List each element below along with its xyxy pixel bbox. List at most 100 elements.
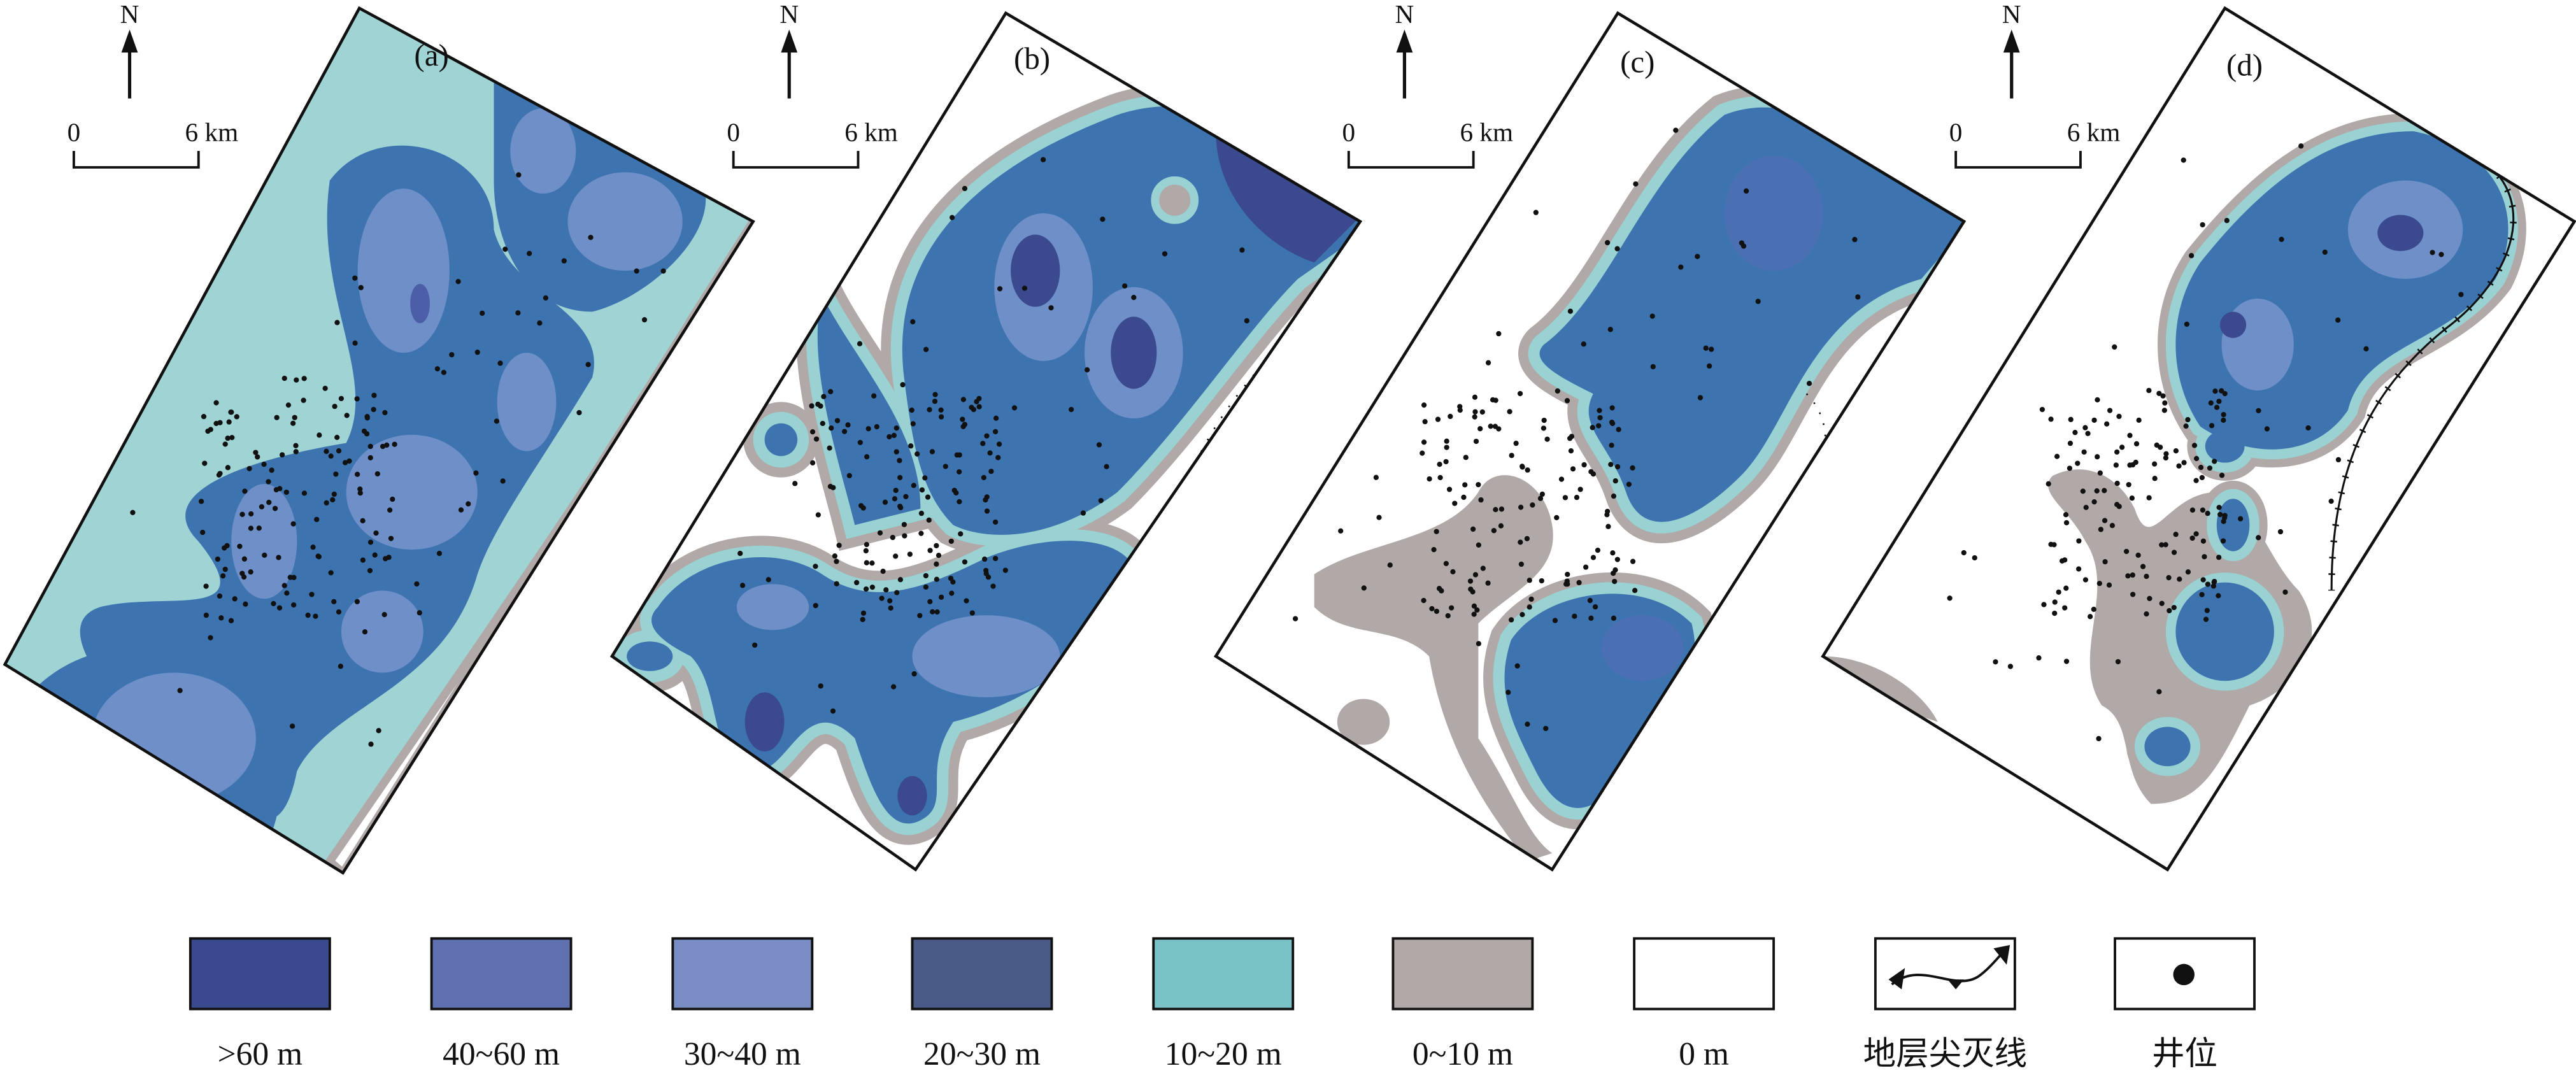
well-point (887, 598, 893, 604)
well-point (201, 414, 207, 420)
well-point (2256, 535, 2261, 541)
well-point (1472, 394, 1478, 400)
scale-end: 6 km (844, 118, 898, 147)
scale-bar (732, 151, 860, 169)
well-point (2080, 488, 2086, 494)
well-point (200, 529, 206, 536)
well-point (315, 553, 321, 559)
well-point (929, 449, 936, 455)
well-point (301, 490, 308, 496)
well-point (1450, 569, 1456, 575)
well-point (2075, 460, 2081, 466)
well-point (1614, 464, 1621, 470)
well-point (2102, 518, 2108, 523)
well-symbol (2173, 963, 2195, 986)
well-point (962, 422, 968, 427)
well-point (1608, 462, 1614, 467)
well-point (1471, 611, 1477, 617)
well-point (934, 561, 939, 567)
well-point (331, 491, 337, 497)
well-point (1572, 613, 1577, 619)
well-point (974, 399, 979, 404)
well-point (2041, 602, 2047, 608)
well-point (923, 584, 929, 590)
well-point (984, 433, 990, 439)
well-point (283, 489, 289, 495)
well-point (1609, 443, 1614, 448)
well-point (2279, 236, 2284, 243)
well-point (1678, 264, 1684, 270)
well-point (949, 590, 955, 596)
well-point (2328, 498, 2334, 504)
well-point (926, 517, 932, 523)
well-point (877, 530, 883, 536)
well-point (2171, 604, 2177, 611)
well-point (2130, 572, 2135, 578)
well-point (281, 583, 287, 588)
well-point (893, 449, 899, 455)
well-point (864, 542, 869, 548)
well-point (1448, 605, 1455, 611)
well-point (434, 366, 440, 372)
well-point (1961, 550, 1967, 556)
well-point (1576, 579, 1582, 586)
well-point (256, 525, 262, 531)
well-point (1626, 481, 1632, 487)
north-label: N (2002, 0, 2021, 29)
well-point (301, 376, 307, 381)
well-point (2216, 399, 2222, 404)
well-point (328, 570, 334, 576)
legend-label: 0 m (1679, 1036, 1729, 1072)
well-point (910, 319, 916, 325)
well-point (938, 407, 944, 413)
well-point (473, 470, 479, 476)
scale-start: 0 (1342, 118, 1356, 147)
well-point (1743, 188, 1749, 194)
well-point (1387, 562, 1393, 568)
well-point (2104, 421, 2110, 427)
well-point (285, 402, 292, 408)
well-point (2430, 250, 2435, 255)
well-point (2166, 575, 2172, 581)
well-point (911, 483, 916, 488)
north-arrow-head (121, 29, 138, 53)
well-point (561, 258, 567, 264)
well-point (2102, 559, 2108, 565)
well-point (388, 536, 394, 541)
well-point (1421, 439, 1427, 445)
well-point (2305, 425, 2311, 431)
well-point (2212, 458, 2217, 464)
well-point (1457, 404, 1463, 409)
well-point (330, 497, 336, 502)
well-point (2146, 388, 2152, 394)
compass-scale: N 0 6 km (68, 0, 238, 169)
well-point (2200, 222, 2205, 228)
well-point (357, 486, 363, 492)
well-point (1373, 474, 1379, 480)
well-point (455, 278, 461, 285)
well-point (919, 487, 925, 493)
well-point (1096, 442, 1102, 448)
well-point (2159, 542, 2165, 548)
well-point (2088, 614, 2093, 620)
well-point (222, 566, 228, 572)
well-point (932, 392, 938, 397)
well-point (2048, 416, 2054, 422)
well-point (367, 443, 373, 450)
well-point (2063, 512, 2069, 518)
well-point (854, 579, 860, 586)
well-point (1630, 558, 1636, 564)
well-point (2209, 423, 2215, 429)
well-point (1048, 305, 1054, 311)
well-point (229, 435, 235, 441)
well-point (2214, 404, 2220, 410)
well-point (1104, 464, 1109, 469)
well-point (1993, 659, 1998, 665)
legend-swatch (1152, 937, 1295, 1011)
well-point (858, 502, 864, 509)
well-point (2067, 465, 2073, 471)
well-point (1443, 560, 1449, 567)
well-point (2203, 616, 2209, 622)
well-point (2056, 589, 2061, 595)
well-point (845, 422, 851, 428)
